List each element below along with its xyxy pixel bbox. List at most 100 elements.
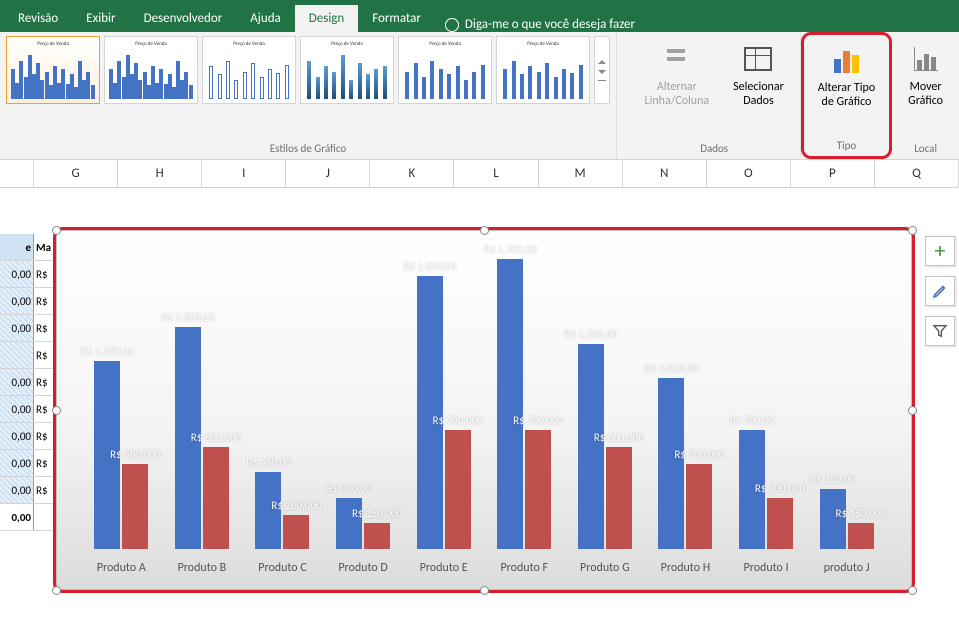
chart-styles-button[interactable] xyxy=(925,276,955,306)
chart-elements-button[interactable]: + xyxy=(925,236,955,266)
column-header[interactable]: H xyxy=(118,160,202,187)
data-label: R$ 1.700,00 xyxy=(484,243,537,256)
table-row: 0,00R$ xyxy=(0,450,60,477)
selection-handle[interactable] xyxy=(52,226,61,235)
chart-bar[interactable]: R$ 150,000 xyxy=(364,523,390,549)
switch-row-col-button: AlternarLinha/Coluna xyxy=(635,36,720,140)
data-label: R$ 1.300,00 xyxy=(161,311,214,324)
chart-category: R$ 1.200,00R$ 600,000 xyxy=(565,259,646,549)
embedded-chart[interactable]: R$ 1.100,00R$ 500,000R$ 1.300,00 R$ 600,0… xyxy=(56,230,912,590)
sheet-area: eMa0,00R$0,00R$0,00R$R$0,00R$0,00R$0,00R… xyxy=(0,188,959,628)
table-row: 0,00R$ xyxy=(0,315,60,342)
chart-category-axis: Produto AProduto BProduto CProduto DProd… xyxy=(81,561,887,575)
table-row: 0,00R$ xyxy=(0,288,60,315)
column-header[interactable]: M xyxy=(539,160,623,187)
ribbon: Preço de VendaPreço de VendaPreço de Ven… xyxy=(0,32,959,160)
group-label-styles: Estilos de Gráfico xyxy=(6,140,610,157)
change-chart-type-label: Alterar Tipode Gráfico xyxy=(818,81,875,109)
group-label-type: Tipo xyxy=(808,137,885,154)
selection-handle[interactable] xyxy=(52,406,61,415)
chart-style-thumbnail[interactable]: Preço de Venda xyxy=(104,36,198,104)
tell-me-search[interactable]: Diga-me o que você deseja fazer xyxy=(445,17,635,32)
chart-bar[interactable]: R$ 700,000 xyxy=(525,430,551,549)
chart-bar[interactable]: R$ 1.000,00 xyxy=(658,378,684,549)
chart-style-thumbnail[interactable]: Preço de Venda xyxy=(300,36,394,104)
axis-category-label: Produto D xyxy=(323,561,404,575)
data-label: R$ 200,000 xyxy=(271,499,321,512)
chart-bar[interactable]: R$ 700,000 xyxy=(445,430,471,549)
axis-category-label: Produto C xyxy=(242,561,323,575)
selection-handle[interactable] xyxy=(908,586,917,595)
chart-bar[interactable]: R$ 300,00 xyxy=(336,498,362,549)
selection-handle[interactable] xyxy=(480,226,489,235)
chart-bar[interactable]: R$ 150,000 xyxy=(848,523,874,549)
select-data-button[interactable]: SelecionarDados xyxy=(723,36,794,140)
chart-side-buttons: + xyxy=(925,236,955,346)
chart-category: R$ 1.600,00R$ 700,000 xyxy=(403,259,484,549)
table-row: 0,00R$ xyxy=(0,477,60,504)
chart-category: R$ 700,00 R$ 300,000 xyxy=(726,259,807,549)
selection-handle[interactable] xyxy=(480,586,489,595)
tab-design[interactable]: Design xyxy=(295,5,358,32)
selection-handle[interactable] xyxy=(52,586,61,595)
data-label: R$ 700,000 xyxy=(513,414,563,427)
group-label-data: Dados xyxy=(635,140,794,157)
change-chart-type-icon xyxy=(829,43,863,77)
data-label: R$ 700,00 xyxy=(730,414,775,427)
column-header[interactable]: J xyxy=(286,160,370,187)
move-chart-icon xyxy=(909,42,943,76)
chart-bar[interactable]: R$ 600,000 xyxy=(203,447,229,549)
column-header[interactable]: I xyxy=(202,160,286,187)
table-row: 0,00R$ xyxy=(0,261,60,288)
chart-filter-button[interactable] xyxy=(925,316,955,346)
tab-formatar[interactable]: Formatar xyxy=(358,5,435,32)
switch-row-col-label: AlternarLinha/Coluna xyxy=(645,80,710,108)
chart-bar[interactable]: R$ 500,000 xyxy=(686,464,712,549)
tab-desenvolvedor[interactable]: Desenvolvedor xyxy=(130,5,237,32)
chart-category: R$ 450,00 R$ 200,000 xyxy=(242,259,323,549)
axis-category-label: Produto E xyxy=(403,561,484,575)
partial-rows: eMa0,00R$0,00R$0,00R$R$0,00R$0,00R$0,00R… xyxy=(0,234,60,531)
selection-handle[interactable] xyxy=(908,226,917,235)
data-label: R$ 1.000,00 xyxy=(645,362,698,375)
selection-handle[interactable] xyxy=(908,406,917,415)
tab-revisão[interactable]: Revisão xyxy=(4,5,72,32)
data-label: R$ 1.600,00 xyxy=(403,260,456,273)
data-label: R$ 300,00 xyxy=(327,482,372,495)
data-label: R$ 450,00 xyxy=(246,456,291,469)
data-label: R$ 1.200,00 xyxy=(564,328,617,341)
chart-style-thumbnail[interactable]: Preço de Venda xyxy=(6,36,100,104)
chart-bar[interactable]: R$ 1.600,00 xyxy=(417,276,443,549)
chart-bar[interactable]: R$ 600,000 xyxy=(606,447,632,549)
change-chart-type-button[interactable]: Alterar Tipode Gráfico xyxy=(808,37,885,137)
table-row: 0,00R$ xyxy=(0,369,60,396)
chart-styles-more-button[interactable] xyxy=(594,36,610,104)
group-type: Alterar Tipode Gráfico Tipo xyxy=(801,32,892,159)
chart-bar[interactable]: R$ 1.700,00 xyxy=(497,259,523,549)
move-chart-button[interactable]: MoverGráfico xyxy=(898,36,953,140)
tab-ajuda[interactable]: Ajuda xyxy=(236,5,295,32)
chart-bar[interactable]: R$ 300,000 xyxy=(767,498,793,549)
chart-style-thumbnail[interactable]: Preço de Venda xyxy=(398,36,492,104)
column-header[interactable]: G xyxy=(34,160,118,187)
chart-category: R$ 1.100,00R$ 500,000 xyxy=(81,259,162,549)
select-data-icon xyxy=(741,42,775,76)
chart-category: R$ 1.000,00R$ 500,000 xyxy=(645,259,726,549)
chart-bar[interactable]: R$ 200,000 xyxy=(283,515,309,549)
chart-category: R$ 1.300,00 R$ 600,000 xyxy=(162,259,243,549)
chart-bar[interactable]: R$ 500,000 xyxy=(122,464,148,549)
chart-bar[interactable]: R$ 1.200,00 xyxy=(578,344,604,549)
column-header[interactable]: P xyxy=(791,160,875,187)
column-header[interactable]: K xyxy=(370,160,454,187)
column-header[interactable]: N xyxy=(623,160,707,187)
chart-style-thumbnail[interactable]: Preço de Venda xyxy=(202,36,296,104)
data-label: R$ 700,000 xyxy=(433,414,483,427)
column-header[interactable]: L xyxy=(454,160,538,187)
tab-exibir[interactable]: Exibir xyxy=(72,5,129,32)
axis-category-label: Produto H xyxy=(645,561,726,575)
column-header[interactable]: O xyxy=(707,160,791,187)
table-row: 0,00 xyxy=(0,504,60,531)
data-label: R$ 600,000 xyxy=(191,431,241,444)
column-header[interactable]: Q xyxy=(875,160,959,187)
chart-style-thumbnail[interactable]: Preço de Venda xyxy=(496,36,590,104)
